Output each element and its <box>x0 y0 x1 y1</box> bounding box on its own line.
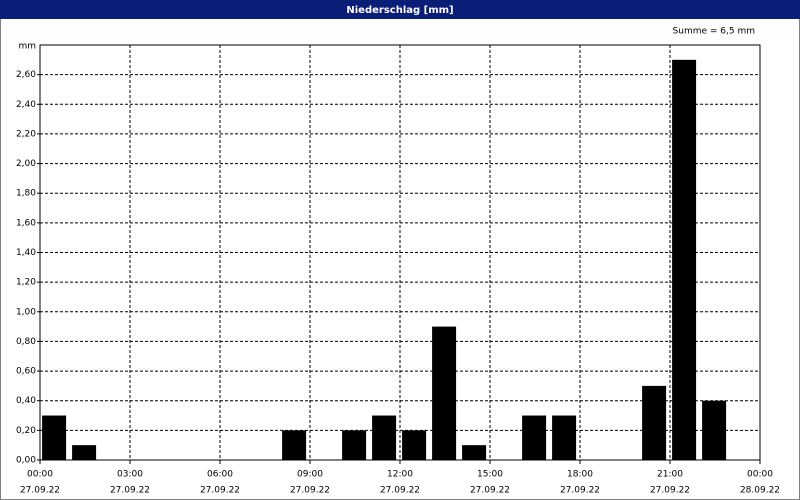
x-tick-label: 06:00 <box>207 470 233 480</box>
y-tick-label: 0,60 <box>16 367 36 377</box>
bar <box>672 59 697 460</box>
x-tick-label: 21:00 <box>657 470 683 480</box>
x-tick-date: 27.09.22 <box>380 486 420 496</box>
x-tick-label: 03:00 <box>117 470 143 480</box>
bar <box>642 385 667 460</box>
x-tick-date: 27.09.22 <box>200 486 240 496</box>
title-bar <box>0 0 800 19</box>
y-tick-label: 2,40 <box>16 100 36 110</box>
x-tick-date: 27.09.22 <box>560 486 600 496</box>
y-tick-label: 0,20 <box>16 426 36 436</box>
y-tick-label: 0,40 <box>16 396 36 406</box>
y-tick-label: 1,80 <box>16 189 36 199</box>
x-tick-date: 27.09.22 <box>650 486 690 496</box>
bar <box>462 445 487 460</box>
y-tick-label: 0,00 <box>16 456 36 466</box>
bar <box>402 430 427 460</box>
y-tick-label: 1,00 <box>16 307 36 317</box>
bar <box>372 415 397 460</box>
chart-title: Niederschlag [mm] <box>346 5 453 16</box>
bar <box>702 400 727 460</box>
y-tick-label: 1,60 <box>16 218 36 228</box>
x-tick-label: 12:00 <box>387 470 413 480</box>
plot-border <box>39 44 761 461</box>
x-tick-date: 27.09.22 <box>20 486 60 496</box>
x-tick-date: 27.09.22 <box>290 486 330 496</box>
y-tick-label: 2,20 <box>16 129 36 139</box>
y-tick-label: 2,00 <box>16 159 36 169</box>
bar <box>552 415 577 460</box>
x-tick-date: 27.09.22 <box>110 486 150 496</box>
x-tick-date: 27.09.22 <box>470 486 510 496</box>
y-tick-label: 0,80 <box>16 337 36 347</box>
x-tick-date: 28.09.22 <box>740 486 780 496</box>
x-tick-label: 18:00 <box>567 470 593 480</box>
y-tick-label: 1,20 <box>16 278 36 288</box>
x-tick-label: 09:00 <box>297 470 323 480</box>
x-tick-label: 15:00 <box>477 470 503 480</box>
x-tick-label: 00:00 <box>747 470 773 480</box>
bar <box>42 415 67 460</box>
annotation: Summe = 6,5 mm <box>673 27 755 37</box>
y-axis-label: mm <box>18 42 36 52</box>
bar <box>432 326 457 460</box>
y-tick-label: 2,60 <box>16 70 36 80</box>
y-tick-label: 1,40 <box>16 248 36 258</box>
bar <box>282 430 307 460</box>
bar <box>522 415 547 460</box>
x-tick-label: 00:00 <box>27 470 53 480</box>
bar <box>72 445 97 460</box>
bar <box>342 430 367 460</box>
